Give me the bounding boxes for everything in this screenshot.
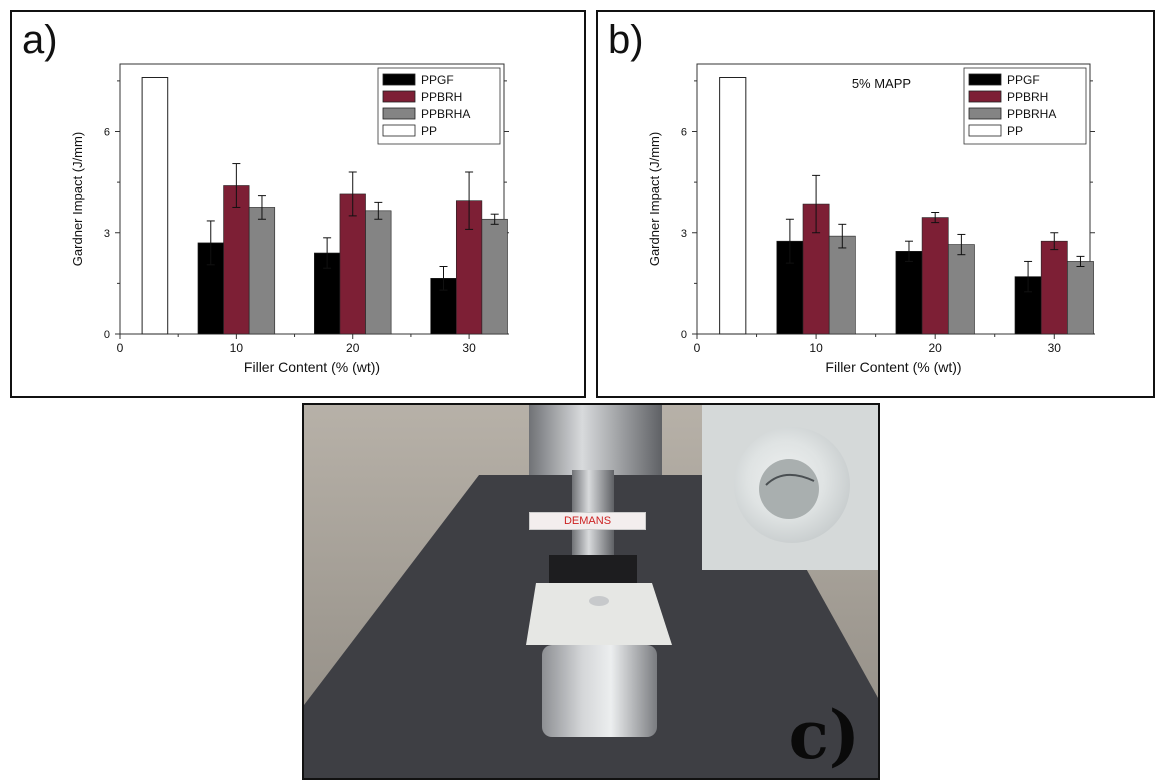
specimen-sheet bbox=[526, 583, 672, 645]
chart-a-legend-swatch bbox=[382, 107, 416, 120]
chart-b-bar-pp bbox=[719, 77, 747, 335]
chart-a-xtick-label: 30 bbox=[462, 341, 476, 355]
chart-a-ylabel: Gardner Impact (J/mm) bbox=[70, 132, 85, 266]
chart-a-bar-ppbrha bbox=[481, 218, 508, 335]
chart-b-bar-ppbrha bbox=[1067, 261, 1094, 335]
impact-tester-photo bbox=[304, 405, 878, 778]
weight-tube bbox=[529, 405, 662, 475]
chart-b-xtick-label: 30 bbox=[1048, 341, 1062, 355]
chart-b-bar-ppbrh bbox=[1040, 240, 1068, 335]
chart-panel-a: a) 0 3 6 0 10 20 30 Filler Content (% (wt)) Gard… bbox=[10, 10, 586, 398]
chart-b-legend-label: PPGF bbox=[1007, 73, 1040, 87]
chart-b-bar-ppbrha bbox=[947, 244, 975, 335]
inset-dent bbox=[759, 459, 819, 519]
chart-a-bar-ppbrh bbox=[223, 185, 250, 335]
chart-b-legend-label: PPBRHA bbox=[1007, 107, 1056, 121]
chart-a-plot-frame bbox=[119, 63, 505, 335]
chart-a-bar-ppbrha bbox=[248, 207, 276, 335]
chart-b-annotation: 5% MAPP bbox=[852, 76, 911, 91]
chart-b-ytick-label: 6 bbox=[681, 127, 687, 139]
chart-a-ytick-label: 3 bbox=[104, 228, 110, 240]
chart-a-svg: 0 3 6 0 10 20 30 Filler Content (% (wt)) Gardner… bbox=[70, 63, 509, 375]
photo-panel-c: DEMANS c) bbox=[302, 403, 880, 780]
chart-a-xlabel: Filler Content (% (wt)) bbox=[244, 359, 380, 375]
chart-a-ytick-label: 6 bbox=[104, 127, 110, 139]
chart-b-bar-ppbrha bbox=[828, 235, 856, 335]
panel-a-label: a) bbox=[22, 18, 58, 62]
chart-a-legend-label: PP bbox=[421, 124, 437, 138]
chart-a-bar-ppbrha bbox=[365, 210, 392, 335]
chart-a-bar-pp bbox=[141, 77, 169, 335]
chart-b-legend-swatch bbox=[968, 73, 1002, 86]
chart-b-bar-ppgf bbox=[895, 251, 923, 335]
chart-b-ytick-label: 3 bbox=[681, 228, 687, 240]
chart-panel-b: b) 0 3 6 0 10 20 30 Filler Content (% (wt)) Gard… bbox=[596, 10, 1155, 398]
panel-c-label: c) bbox=[788, 696, 860, 774]
chart-a-xtick-label: 10 bbox=[230, 341, 244, 355]
chart-a-legend-swatch bbox=[382, 73, 416, 86]
chart-b-bar-ppbrh bbox=[921, 217, 949, 335]
chart-b-svg: 0 3 6 0 10 20 30 Filler Content (% (wt)) Gardner… bbox=[647, 63, 1095, 375]
chart-a-legend-label: PPBRH bbox=[421, 90, 462, 104]
chart-a-legend-label: PPBRHA bbox=[421, 107, 470, 121]
chart-a-ytick-label: 0 bbox=[104, 329, 110, 341]
inset-crack bbox=[765, 474, 815, 486]
support-cylinder bbox=[542, 645, 657, 737]
chart-a-legend-swatch bbox=[382, 90, 416, 103]
tag-label: DEMANS bbox=[529, 512, 646, 530]
impact-tup bbox=[589, 596, 609, 606]
chart-b-xlabel: Filler Content (% (wt)) bbox=[825, 359, 961, 375]
chart-b-ylabel: Gardner Impact (J/mm) bbox=[647, 132, 662, 266]
panel-b-label: b) bbox=[608, 18, 644, 62]
chart-b-xtick-label: 20 bbox=[929, 341, 943, 355]
chart-b-legend-swatch bbox=[968, 124, 1002, 137]
chart-b-legend-label: PP bbox=[1007, 124, 1023, 138]
chart-b-plot-frame bbox=[696, 63, 1091, 335]
chart-b-xtick-label: 0 bbox=[694, 341, 701, 355]
chart-b-xtick-label: 10 bbox=[809, 341, 823, 355]
chart-a-legend-swatch bbox=[382, 124, 416, 137]
chart-b-legend-swatch bbox=[968, 107, 1002, 120]
chart-a-xtick-label: 20 bbox=[346, 341, 360, 355]
chart-b-ytick-label: 0 bbox=[681, 329, 687, 341]
chart-b-legend-swatch bbox=[968, 90, 1002, 103]
chart-b-legend-label: PPBRH bbox=[1007, 90, 1048, 104]
chart-a-xtick-label: 0 bbox=[117, 341, 124, 355]
chart-a-legend-label: PPGF bbox=[421, 73, 454, 87]
